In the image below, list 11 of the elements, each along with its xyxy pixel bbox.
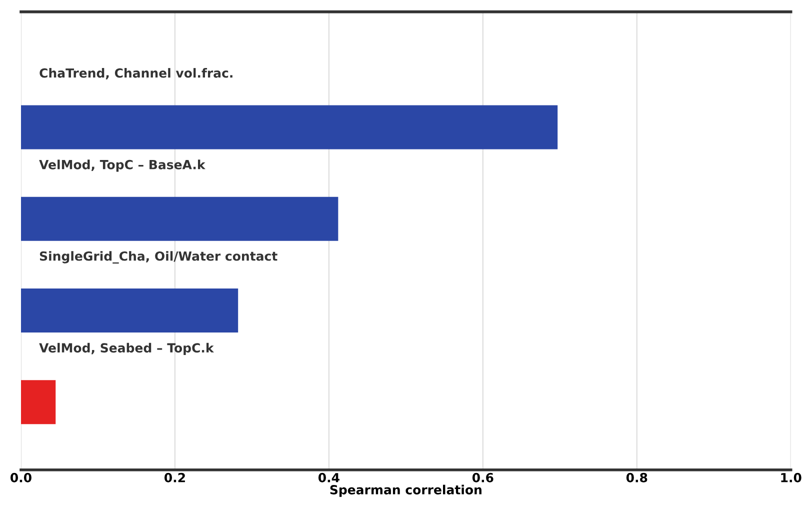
y-tick-label: SingleGrid_Cha, Oil/Water contact: [40, 251, 278, 264]
y-tick-label: VelMod, TopC – BaseA.k: [39, 160, 206, 172]
x-tick-label: 0.8: [626, 472, 648, 482]
y-tick-label: VelMod, Seabed – TopC.k: [39, 342, 214, 356]
x-tick-label: 0.0: [10, 472, 32, 482]
x-tick-label: 0.6: [472, 472, 494, 482]
x-tick-label: 0.2: [164, 472, 185, 482]
x-axis-title: Spearman correlation: [330, 484, 482, 497]
x-tick-label: 0.4: [318, 472, 340, 482]
x-tick-label: 1.0: [781, 472, 802, 482]
y-tick-label: ChaTrend, Channel vol.frac.: [40, 68, 232, 80]
